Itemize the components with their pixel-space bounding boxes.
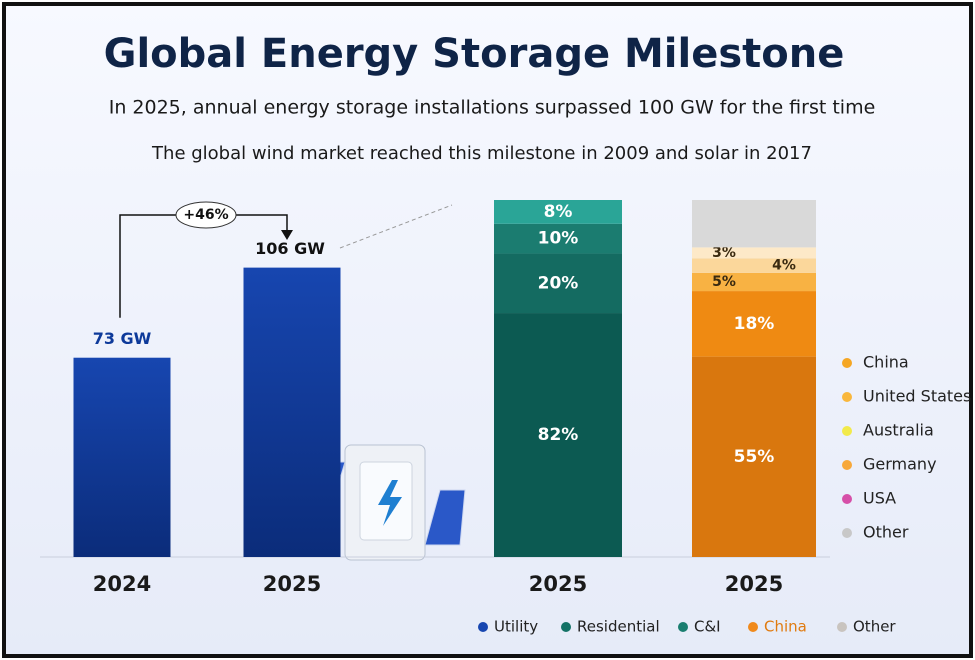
- bar: [73, 357, 171, 557]
- value-label: 18%: [734, 314, 775, 334]
- bar-segment: [692, 200, 816, 248]
- connector: [339, 204, 453, 249]
- bar-segment: [692, 291, 816, 357]
- value-label: 3%: [712, 245, 736, 261]
- legend-swatch: [842, 460, 852, 470]
- legend-label: C&I: [694, 618, 721, 636]
- legend-label: Germany: [863, 455, 937, 474]
- bar-segment: [692, 356, 816, 557]
- x-tick-label: 2025: [725, 572, 783, 596]
- legend-label: Residential: [577, 618, 660, 636]
- value-label: 4%: [772, 258, 796, 274]
- title: Global Energy Storage Milestone: [104, 31, 845, 77]
- legend-label: Australia: [863, 421, 934, 440]
- legend-label: China: [764, 618, 807, 636]
- legend-label: China: [863, 353, 909, 372]
- subtitle: The global wind market reached this mile…: [151, 143, 812, 164]
- bar-segment: [494, 223, 622, 254]
- x-tick-label: 2025: [529, 572, 587, 596]
- value-label: 82%: [538, 425, 579, 445]
- value-label: 106 GW: [255, 239, 325, 258]
- legend-swatch: [678, 622, 688, 632]
- bar-segment: [692, 258, 816, 273]
- legend-swatch: [478, 622, 488, 632]
- legend-label: Other: [863, 523, 909, 542]
- legend-label: USA: [863, 489, 896, 508]
- annotation: +46%: [183, 207, 228, 223]
- annotation-bubble: [175, 201, 237, 229]
- bar: [243, 267, 341, 557]
- arrow-head: [281, 230, 293, 240]
- bar-segment: [494, 253, 622, 314]
- legend-swatch: [748, 622, 758, 632]
- value-label: 55%: [734, 447, 775, 467]
- legend-swatch: [842, 392, 852, 402]
- value-label: 73 GW: [93, 329, 152, 348]
- bar-segment: [494, 200, 622, 224]
- bar-segment: [494, 313, 622, 557]
- legend-swatch: [842, 358, 852, 368]
- legend-swatch: [561, 622, 571, 632]
- bar-segment: [692, 247, 816, 259]
- subtitle: In 2025, annual energy storage installat…: [109, 97, 876, 119]
- value-label: 10%: [538, 229, 579, 249]
- legend-label: Utility: [494, 618, 538, 636]
- bar-segment: [692, 272, 816, 292]
- legend-label: United States: [863, 387, 971, 406]
- value-label: 5%: [712, 274, 736, 290]
- value-label: 20%: [538, 273, 579, 293]
- legend-swatch: [837, 622, 847, 632]
- legend-label: Other: [853, 618, 896, 636]
- x-tick-label: 2025: [263, 572, 321, 596]
- x-tick-label: 2024: [93, 572, 151, 596]
- value-label: 8%: [544, 202, 573, 222]
- legend-swatch: [842, 528, 852, 538]
- legend-swatch: [842, 426, 852, 436]
- legend-swatch: [842, 494, 852, 504]
